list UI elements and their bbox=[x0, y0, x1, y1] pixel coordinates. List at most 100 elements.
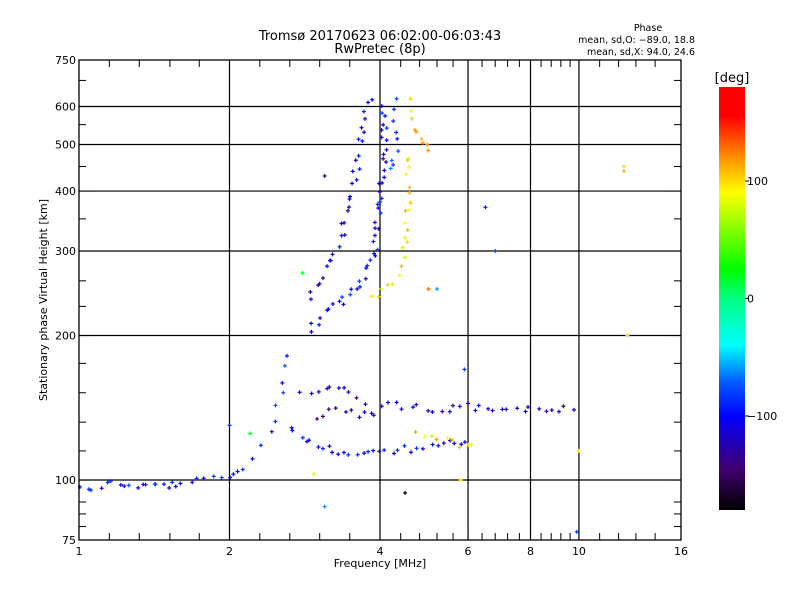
colorbar bbox=[719, 87, 745, 510]
data-point bbox=[348, 194, 353, 199]
data-point bbox=[413, 430, 418, 435]
data-point bbox=[342, 233, 347, 238]
data-point bbox=[333, 406, 338, 411]
data-point bbox=[341, 302, 346, 307]
data-point bbox=[375, 247, 380, 252]
data-point bbox=[384, 147, 389, 152]
data-point bbox=[354, 395, 359, 400]
data-point bbox=[161, 482, 166, 487]
data-point bbox=[373, 253, 378, 258]
data-point bbox=[322, 173, 327, 178]
data-point bbox=[317, 322, 322, 327]
data-point bbox=[384, 138, 389, 143]
data-point bbox=[391, 162, 396, 167]
data-point bbox=[380, 111, 385, 116]
data-point bbox=[354, 177, 359, 182]
data-point bbox=[402, 255, 407, 260]
data-point bbox=[88, 488, 93, 493]
data-point bbox=[143, 482, 148, 487]
data-point bbox=[469, 442, 474, 447]
data-point bbox=[178, 481, 183, 486]
data-point bbox=[336, 452, 341, 457]
data-point bbox=[118, 482, 123, 487]
data-point bbox=[369, 411, 374, 416]
data-point bbox=[269, 429, 274, 434]
data-point bbox=[544, 409, 549, 414]
data-point bbox=[385, 400, 390, 405]
data-point bbox=[457, 445, 462, 450]
data-point bbox=[126, 483, 131, 488]
data-point bbox=[364, 265, 369, 270]
data-point bbox=[290, 428, 295, 433]
data-point bbox=[378, 211, 383, 216]
data-point bbox=[311, 471, 316, 476]
data-point bbox=[379, 286, 384, 291]
data-point bbox=[409, 116, 414, 121]
data-point bbox=[122, 484, 127, 489]
data-point bbox=[384, 160, 389, 165]
data-point bbox=[625, 333, 630, 338]
data-point bbox=[379, 135, 384, 140]
data-point bbox=[227, 423, 232, 428]
data-point bbox=[572, 407, 577, 412]
data-point bbox=[371, 413, 376, 418]
data-point bbox=[366, 449, 371, 454]
data-point bbox=[167, 485, 172, 490]
data-point bbox=[419, 137, 424, 142]
data-point bbox=[315, 416, 320, 421]
data-point bbox=[350, 169, 355, 174]
data-point bbox=[381, 152, 386, 157]
data-point bbox=[376, 294, 381, 299]
data-point bbox=[379, 404, 384, 409]
data-point bbox=[339, 221, 344, 226]
data-point bbox=[426, 287, 431, 292]
data-point bbox=[394, 130, 399, 135]
data-point bbox=[340, 295, 345, 300]
data-point bbox=[395, 136, 400, 141]
data-point bbox=[273, 419, 278, 424]
colorbar-tick-label: 0 bbox=[747, 293, 754, 306]
data-point bbox=[403, 172, 408, 177]
data-point bbox=[382, 448, 387, 453]
stats-heading: Phase bbox=[634, 23, 663, 34]
data-point bbox=[219, 475, 224, 480]
data-point bbox=[466, 401, 471, 406]
data-point bbox=[408, 200, 413, 205]
data-point bbox=[153, 482, 158, 487]
data-point bbox=[500, 407, 505, 412]
data-point bbox=[407, 190, 412, 195]
data-point bbox=[357, 284, 362, 289]
data-point bbox=[377, 200, 382, 205]
data-point bbox=[526, 404, 531, 409]
data-point bbox=[436, 443, 441, 448]
y-tick-label: 600 bbox=[55, 101, 76, 114]
data-point bbox=[403, 490, 408, 495]
data-point bbox=[407, 185, 412, 190]
data-point bbox=[399, 264, 404, 269]
data-point bbox=[376, 206, 381, 211]
data-point bbox=[289, 425, 294, 430]
data-point bbox=[537, 406, 542, 411]
data-point bbox=[356, 137, 361, 142]
data-point bbox=[452, 441, 457, 446]
data-point bbox=[136, 485, 141, 490]
data-point bbox=[330, 252, 335, 257]
data-point bbox=[523, 409, 528, 414]
data-point bbox=[476, 403, 481, 408]
data-point bbox=[307, 438, 312, 443]
data-point bbox=[493, 249, 498, 254]
data-point bbox=[372, 233, 377, 238]
data-point bbox=[430, 442, 435, 447]
data-point bbox=[105, 480, 110, 485]
y-tick-label: 200 bbox=[55, 330, 76, 343]
data-point bbox=[381, 156, 386, 161]
data-point bbox=[356, 153, 361, 158]
data-point bbox=[397, 273, 402, 278]
data-point bbox=[330, 301, 335, 306]
y-tick-label: 100 bbox=[55, 474, 76, 487]
data-point bbox=[355, 287, 360, 292]
data-point bbox=[365, 263, 370, 268]
data-point bbox=[434, 437, 439, 442]
x-tick-label: 16 bbox=[674, 545, 688, 558]
data-point bbox=[363, 116, 368, 121]
